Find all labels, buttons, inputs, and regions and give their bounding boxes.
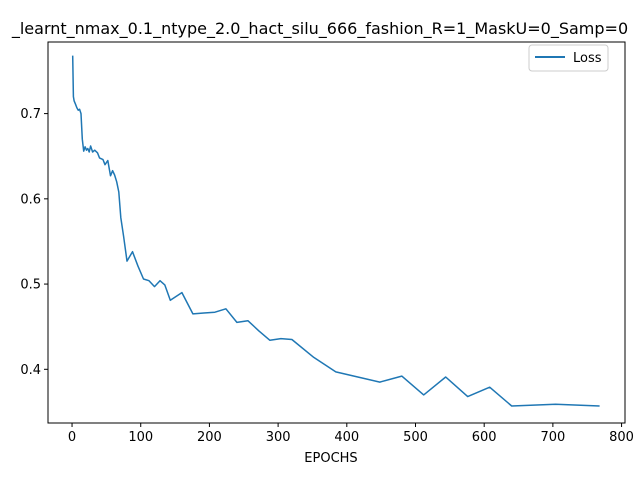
x-axis-label: EPOCHS <box>304 451 357 466</box>
series-line-loss <box>71 55 600 407</box>
x-tick-label: 400 <box>334 430 359 445</box>
chart-title: _learnt_nmax_0.1_ntype_2.0_hact_silu_666… <box>11 19 628 39</box>
plot-area: 0 100 200 300 400 500 600 700 800 0.4 0.5 0.6 0.7 <box>20 41 634 445</box>
x-tick-label: 500 <box>403 430 428 445</box>
x-tick-label: 700 <box>540 430 565 445</box>
x-tick-label: 0 <box>68 430 76 445</box>
x-tick-label: 100 <box>128 430 153 445</box>
legend-frame <box>528 44 609 72</box>
legend-label-loss: Loss <box>573 51 602 66</box>
y-tick-label: 0.7 <box>20 107 41 122</box>
x-tick-label: 600 <box>472 430 497 445</box>
axes-frame <box>47 41 626 424</box>
y-tick-label: 0.6 <box>20 192 41 207</box>
x-tick-label: 300 <box>266 430 291 445</box>
y-tick-label: 0.4 <box>20 363 41 378</box>
legend: Loss <box>528 44 609 72</box>
x-tick-label: 800 <box>609 430 634 445</box>
y-tick-label: 0.5 <box>20 278 41 293</box>
x-tick-label: 200 <box>197 430 222 445</box>
